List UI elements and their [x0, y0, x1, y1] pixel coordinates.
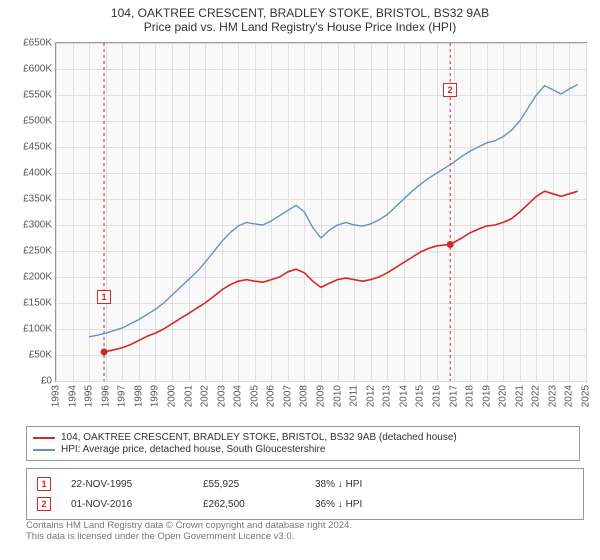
y-axis-tick-label: £150K	[23, 298, 52, 309]
y-axis-tick-label: £450K	[23, 142, 52, 153]
y-axis-tick-label: £300K	[23, 220, 52, 231]
license-footer: Contains HM Land Registry data © Crown c…	[26, 520, 576, 542]
legend-swatch	[33, 449, 55, 451]
x-axis-tick-label: 2018	[465, 385, 476, 407]
y-axis-tick-label: £100K	[23, 324, 52, 335]
legend-row: HPI: Average price, detached house, Sout…	[33, 444, 573, 455]
x-axis-tick-label: 1999	[150, 385, 161, 407]
x-axis-tick-label: 2019	[481, 385, 492, 407]
x-axis-tick-label: 2011	[349, 385, 360, 407]
x-axis-tick-label: 2008	[299, 385, 310, 407]
x-axis-tick-label: 2000	[166, 385, 177, 407]
x-axis-tick-label: 2007	[282, 385, 293, 407]
x-axis-tick-label: 2021	[514, 385, 525, 407]
x-axis-tick-label: 1996	[100, 385, 111, 407]
y-axis-tick-label: £500K	[23, 116, 52, 127]
x-axis-tick-label: 2016	[431, 385, 442, 407]
gridline-horizontal	[56, 381, 586, 382]
sale-point-dot	[447, 241, 454, 248]
footer-line2: This data is licensed under the Open Gov…	[26, 531, 576, 542]
x-axis-tick-label: 2004	[233, 385, 244, 407]
sales-data-table: 1 22-NOV-1995£55,92538% ↓ HPI 2 01-NOV-2016…	[26, 468, 584, 520]
sale-row-delta: 36% ↓ HPI	[315, 495, 372, 513]
x-axis-tick-label: 2010	[332, 385, 343, 407]
chart-legend: 104, OAKTREE CRESCENT, BRADLEY STOKE, BR…	[26, 426, 580, 461]
legend-swatch	[33, 437, 55, 439]
x-axis-tick-label: 1995	[84, 385, 95, 407]
x-axis-tick-label: 2013	[382, 385, 393, 407]
sale-marker-badge: 2	[443, 83, 457, 97]
sale-row-price: £262,500	[203, 495, 313, 513]
x-axis-tick-label: 1994	[67, 385, 78, 407]
chart-lines-svg	[56, 43, 586, 381]
sale-point-dot	[101, 348, 108, 355]
sale-row-delta: 38% ↓ HPI	[315, 475, 372, 493]
series-line-property	[104, 191, 578, 352]
x-axis-tick-label: 2009	[316, 385, 327, 407]
footer-line1: Contains HM Land Registry data © Crown c…	[26, 520, 576, 531]
legend-row: 104, OAKTREE CRESCENT, BRADLEY STOKE, BR…	[33, 432, 573, 443]
y-axis-tick-label: £250K	[23, 246, 52, 257]
table-row: 2 01-NOV-2016£262,50036% ↓ HPI	[37, 495, 372, 513]
x-axis-tick-label: 2024	[564, 385, 575, 407]
sale-marker-badge: 1	[97, 290, 111, 304]
sale-row-price: £55,925	[203, 475, 313, 493]
x-axis-tick-label: 2022	[531, 385, 542, 407]
y-axis-tick-label: £650K	[23, 38, 52, 49]
y-axis-tick-label: £550K	[23, 90, 52, 101]
y-axis-tick-label: £50K	[29, 350, 52, 361]
sale-row-date: 22-NOV-1995	[71, 475, 201, 493]
sale-row-marker: 1	[37, 477, 51, 491]
x-axis-tick-label: 2006	[266, 385, 277, 407]
y-axis-tick-label: £600K	[23, 64, 52, 75]
y-axis-tick-label: £200K	[23, 272, 52, 283]
y-axis-tick-label: £400K	[23, 168, 52, 179]
x-axis-tick-label: 2002	[200, 385, 211, 407]
x-axis-tick-label: 2015	[415, 385, 426, 407]
legend-label: HPI: Average price, detached house, Sout…	[61, 444, 325, 455]
x-axis-tick-label: 2017	[448, 385, 459, 407]
x-axis-tick-label: 2025	[581, 385, 592, 407]
sale-row-date: 01-NOV-2016	[71, 495, 201, 513]
gridline-vertical	[586, 43, 587, 381]
y-axis-tick-label: £350K	[23, 194, 52, 205]
x-axis-tick-label: 2023	[547, 385, 558, 407]
x-axis-tick-label: 1997	[117, 385, 128, 407]
sale-row-marker: 2	[37, 497, 51, 511]
x-axis-tick-label: 2001	[183, 385, 194, 407]
legend-label: 104, OAKTREE CRESCENT, BRADLEY STOKE, BR…	[61, 432, 457, 443]
x-axis-tick-label: 2003	[216, 385, 227, 407]
chart-plot-area: 12 £0£50K£100K£150K£200K£250K£300K£350K£…	[55, 42, 587, 382]
x-axis-tick-label: 2005	[249, 385, 260, 407]
table-row: 1 22-NOV-1995£55,92538% ↓ HPI	[37, 475, 372, 493]
x-axis-tick-label: 2012	[365, 385, 376, 407]
chart-title-line2: Price paid vs. HM Land Registry's House …	[0, 20, 600, 38]
x-axis-tick-label: 1998	[133, 385, 144, 407]
chart-title-line1: 104, OAKTREE CRESCENT, BRADLEY STOKE, BR…	[0, 0, 600, 20]
x-axis-tick-label: 2014	[398, 385, 409, 407]
x-axis-tick-label: 1993	[51, 385, 62, 407]
x-axis-tick-label: 2020	[498, 385, 509, 407]
series-line-hpi	[89, 85, 578, 337]
